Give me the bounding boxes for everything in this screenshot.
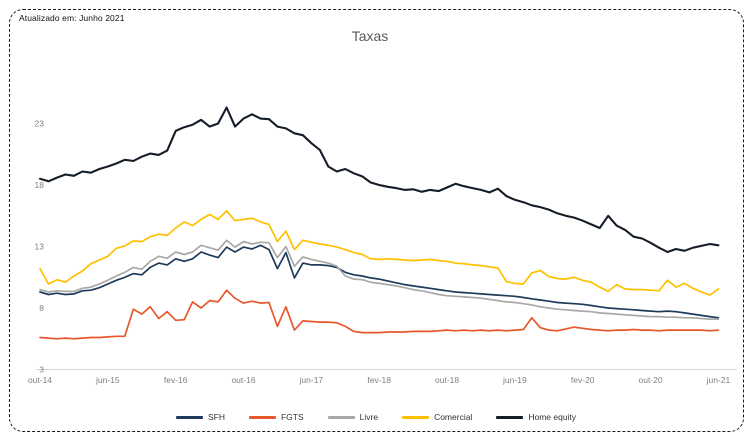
legend-label: SFH [207, 412, 225, 422]
legend-swatch-comercial [402, 415, 430, 419]
x-axis-label: fev-18 [367, 375, 391, 385]
legend-swatch-fgts [248, 415, 276, 419]
legend-item-fgts: FGTS [248, 412, 304, 422]
y-axis-label: 13 [35, 242, 45, 252]
x-axis-label: jun-21 [706, 375, 731, 385]
y-axis-label: 23 [35, 119, 45, 129]
y-axis-label: 3 [39, 365, 44, 375]
x-axis-label: fev-20 [571, 375, 595, 385]
legend-label: Comercial [434, 412, 473, 422]
x-axis-label: jun-19 [502, 375, 527, 385]
x-axis-label: fev-16 [164, 375, 188, 385]
x-axis-label: jun-17 [299, 375, 324, 385]
chart-title: Taxas [351, 28, 389, 44]
series-line-home-equity [38, 106, 720, 254]
series-line-comercial [39, 209, 720, 296]
y-axis-label: 8 [39, 303, 44, 313]
series-line-sfh [39, 244, 720, 319]
x-axis-label: out-20 [639, 375, 663, 385]
legend-label: Livre [359, 412, 379, 422]
series-line-livre [39, 239, 720, 320]
y-axis-label: 18 [35, 180, 45, 190]
legend-item-sfh: SFH [175, 412, 225, 422]
legend-item-home-equity: Home equity [496, 412, 576, 422]
x-axis-label: out-16 [231, 375, 255, 385]
legend-swatch-sfh [175, 415, 203, 419]
legend-item-livre: Livre [327, 412, 379, 422]
chart-legend: SFH FGTS Livre Comercial Home equity [0, 412, 752, 422]
series-line-fgts [39, 289, 720, 340]
legend-item-comercial: Comercial [402, 412, 472, 422]
legend-swatch-livre [327, 415, 355, 419]
legend-swatch-home-equity [496, 415, 524, 419]
legend-label: Home equity [528, 412, 577, 422]
x-axis-label: out-14 [28, 375, 52, 385]
x-axis-label: out-18 [435, 375, 459, 385]
x-axis-label: jun-15 [95, 375, 120, 385]
update-note: Atualizado em: Junho 2021 [19, 13, 125, 23]
legend-label: FGTS [280, 412, 304, 422]
